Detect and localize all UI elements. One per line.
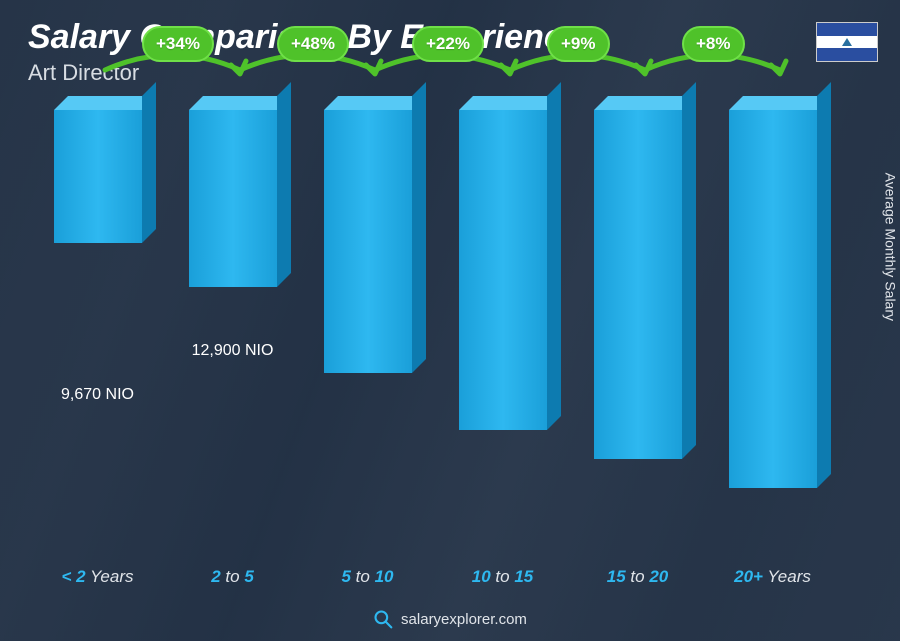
flag-stripe-top bbox=[817, 23, 877, 36]
bar-front bbox=[459, 110, 547, 430]
bar-slot-3: 23,300 NIO10 to 15 bbox=[435, 110, 570, 557]
bar-x-label: 2 to 5 bbox=[163, 567, 303, 587]
flag-emblem bbox=[842, 38, 852, 46]
bar-3 bbox=[459, 110, 547, 430]
salary-bar-chart: 9,670 NIO< 2 Years12,900 NIO2 to 519,100… bbox=[30, 110, 840, 585]
bar-value-label: 9,670 NIO bbox=[28, 386, 168, 404]
bar-2 bbox=[324, 110, 412, 373]
bar-x-label: 10 to 15 bbox=[433, 567, 573, 587]
bar-side bbox=[817, 82, 831, 488]
bar-x-label: < 2 Years bbox=[28, 567, 168, 587]
bar-x-label: 15 to 20 bbox=[568, 567, 708, 587]
bar-top bbox=[189, 96, 291, 110]
bars-container: 9,670 NIO< 2 Years12,900 NIO2 to 519,100… bbox=[30, 110, 840, 557]
bar-side bbox=[547, 82, 561, 430]
search-icon bbox=[373, 609, 393, 629]
bar-slot-4: 25,400 NIO15 to 20 bbox=[570, 110, 705, 557]
bar-5 bbox=[729, 110, 817, 488]
flag-stripe-bot bbox=[817, 48, 877, 61]
bar-0 bbox=[54, 110, 142, 243]
country-flag bbox=[816, 22, 878, 62]
increase-badge: +34% bbox=[142, 26, 214, 62]
bar-front bbox=[324, 110, 412, 373]
bar-front bbox=[189, 110, 277, 287]
footer: salaryexplorer.com bbox=[0, 609, 900, 629]
bar-slot-5: 27,500 NIO20+ Years bbox=[705, 110, 840, 557]
bar-slot-0: 9,670 NIO< 2 Years bbox=[30, 110, 165, 557]
bar-1 bbox=[189, 110, 277, 287]
bar-top bbox=[459, 96, 561, 110]
bar-top bbox=[324, 96, 426, 110]
bar-front bbox=[594, 110, 682, 459]
bar-top bbox=[54, 96, 156, 110]
bar-value-label: 12,900 NIO bbox=[163, 342, 303, 360]
bar-4 bbox=[594, 110, 682, 459]
bar-side bbox=[682, 82, 696, 459]
bar-side bbox=[412, 82, 426, 373]
bar-side bbox=[142, 82, 156, 243]
bar-top bbox=[729, 96, 831, 110]
bar-x-label: 5 to 10 bbox=[298, 567, 438, 587]
increase-badge: +48% bbox=[277, 26, 349, 62]
page-subtitle: Art Director bbox=[28, 60, 139, 86]
bar-top bbox=[594, 96, 696, 110]
bar-slot-1: 12,900 NIO2 to 5 bbox=[165, 110, 300, 557]
bar-x-label: 20+ Years bbox=[703, 567, 843, 587]
footer-text: salaryexplorer.com bbox=[401, 611, 527, 628]
bar-front bbox=[54, 110, 142, 243]
bar-side bbox=[277, 82, 291, 287]
yaxis-label: Average Monthly Salary bbox=[882, 172, 898, 320]
increase-badge: +9% bbox=[547, 26, 610, 62]
increase-badge: +8% bbox=[682, 26, 745, 62]
increase-badge: +22% bbox=[412, 26, 484, 62]
bar-slot-2: 19,100 NIO5 to 10 bbox=[300, 110, 435, 557]
flag-stripe-mid bbox=[817, 36, 877, 49]
bar-front bbox=[729, 110, 817, 488]
